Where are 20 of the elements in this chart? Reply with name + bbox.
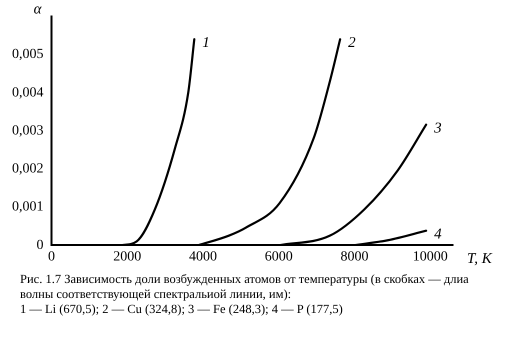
x-tick-label: 6000 [264,249,293,264]
x-tick-label: 0 [48,249,55,264]
series-label: 3 [433,120,442,137]
x-axis-title: T, K [467,251,493,268]
x-tick-label: 8000 [340,249,369,264]
x-tick-label: 2000 [113,249,142,264]
series-label: 1 [202,35,210,52]
y-tick-label: 0 [36,238,44,253]
y-tick-label: 0,004 [12,85,44,100]
text: Рис. 1.7 Зависимость доли возбужденных атомов от температуры (в скобках — длиа волны соответствующей спектральиой линии, им): [20,272,470,302]
x-tick-label: 4000 [189,249,218,264]
y-tick-label: 0,002 [12,162,44,177]
x-tick-label: 10000 [412,249,448,264]
y-tick-label: 0,001 [12,200,44,215]
y-tick-label: 0,005 [12,47,44,62]
text: 1 — Li (670,5); 2 — Cu (324,8); 3 — Fe (248,3); 4 — P (177,5) [20,302,344,317]
y-tick-label: 0,003 [12,123,44,138]
y-axis-title: α [34,1,43,18]
series-label: 4 [434,226,442,243]
series-label: 2 [348,35,356,52]
